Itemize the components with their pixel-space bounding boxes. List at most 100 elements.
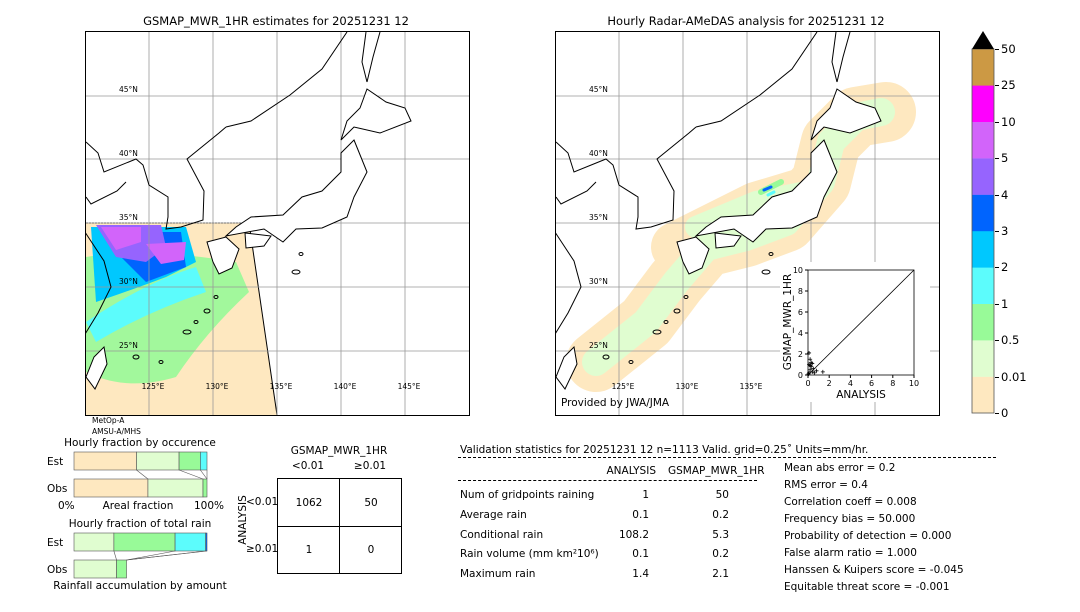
areal-fraction-label: Areal fraction <box>102 500 174 512</box>
colorbar-label: 2 <box>1001 260 1009 275</box>
colorbar-tick <box>995 49 999 50</box>
divider <box>458 480 757 481</box>
colorbar-segment <box>972 158 994 195</box>
y-tick-label: 0 <box>798 371 803 380</box>
colorbar-extend-arrow <box>972 31 994 49</box>
colorbar-label: 10 <box>1001 114 1016 129</box>
fraction-segment <box>73 478 149 498</box>
connector-line <box>178 469 204 480</box>
colorbar-segment <box>972 340 994 377</box>
cell-hit-none: 1062 <box>295 497 323 509</box>
stat-gsmap-value: 50 <box>715 489 729 501</box>
connector-line <box>126 550 208 561</box>
scatter-point <box>820 369 825 374</box>
right-map <box>555 31 940 416</box>
colorbar-tick <box>995 121 999 123</box>
colorbar-label: 5 <box>1001 151 1009 166</box>
connector-line <box>200 469 208 480</box>
y-tick-label: 4 <box>798 329 803 338</box>
stat-analysis-value: 1 <box>642 489 649 501</box>
scatter-inset: 0 2 4 6 8 10 0 2 4 6 8 10 <box>780 262 930 402</box>
colorbar-label: 25 <box>1001 78 1016 93</box>
tick-0pct: 0% <box>58 500 75 512</box>
total-rain-bars <box>73 532 208 579</box>
colorbar-segment <box>972 267 994 304</box>
satellite-label: MetOp-A <box>92 416 125 425</box>
colorbar-tick <box>995 267 999 269</box>
est-label: Est <box>47 537 64 549</box>
stat-row-label: Maximum rain <box>460 568 536 580</box>
lon-label: 130°E <box>205 382 229 391</box>
scatter-point <box>808 357 813 362</box>
obs-label: Obs <box>47 483 68 495</box>
stat-analysis-value: 0.1 <box>632 548 649 560</box>
x-tick-label: 4 <box>848 379 853 388</box>
colorbar-segment <box>972 85 994 122</box>
x-tick-label: 6 <box>869 379 874 388</box>
lat-label: 35°N <box>589 213 608 222</box>
colorbar-tick <box>995 376 999 378</box>
lon-label: 125°E <box>141 382 165 391</box>
lon-label: 130°E <box>675 382 699 391</box>
colorbar-tick <box>995 340 999 342</box>
lat-label: 30°N <box>119 277 138 286</box>
lat-label: 25°N <box>119 341 138 350</box>
colorbar-label: 0.01 <box>1001 369 1027 384</box>
row-label: <0.01 <box>246 496 279 508</box>
divider <box>458 457 996 458</box>
lat-label: 40°N <box>589 149 608 158</box>
contingency-title: GSMAP_MWR_1HR <box>290 445 388 457</box>
fraction-segment <box>113 532 176 552</box>
accumulation-label: Rainfall accumulation by amount <box>53 580 227 592</box>
y-tick-label: 8 <box>798 287 803 296</box>
col-header-gsmap: GSMAP_MWR_1HR <box>668 465 765 477</box>
scatter-point <box>810 369 815 374</box>
col-label: ≥0.01 <box>353 460 387 472</box>
lon-label: 135°E <box>739 382 763 391</box>
colorbar-tick <box>995 231 999 232</box>
colorbar-label: 4 <box>1001 187 1009 202</box>
fraction-segment <box>116 559 127 579</box>
stat-gsmap-value: 2.1 <box>712 568 729 580</box>
colorbar-label: 0.5 <box>1001 333 1020 348</box>
colorbar-segment <box>972 231 994 268</box>
fraction-segment <box>200 451 208 471</box>
est-label: Est <box>47 456 64 468</box>
score-line: False alarm ratio = 1.000 <box>784 547 917 559</box>
total-rain-title: Hourly fraction of total rain <box>68 518 212 530</box>
cell-hit: 0 <box>367 544 375 556</box>
lat-label: 40°N <box>119 149 138 158</box>
y-tick-label: 10 <box>793 266 803 275</box>
lon-label: 145°E <box>397 382 421 391</box>
fraction-segment <box>202 478 208 498</box>
right-map-title: Hourly Radar-AMeDAS analysis for 2025123… <box>607 14 885 28</box>
colorbar-label: 3 <box>1001 224 1009 238</box>
colorbar-label: 1 <box>1001 296 1009 311</box>
scatter-point <box>814 368 819 373</box>
stat-analysis-value: 0.1 <box>632 509 649 521</box>
score-line: Frequency bias = 50.000 <box>784 513 916 525</box>
lat-label: 45°N <box>119 85 138 94</box>
scatter-point <box>812 370 817 375</box>
stats-title: Validation statistics for 20251231 12 n=… <box>460 444 869 456</box>
y-tick-label: 6 <box>798 308 803 317</box>
lat-label: 30°N <box>589 277 608 286</box>
lat-label: 45°N <box>589 85 608 94</box>
colorbar-tick <box>995 194 999 196</box>
colorbar-tick <box>995 413 999 414</box>
score-line: RMS error = 0.4 <box>784 479 868 491</box>
x-tick-label: 2 <box>827 379 832 388</box>
score-line: Correlation coeff = 0.008 <box>784 496 917 508</box>
sensor-label: AMSU-A/MHS <box>92 427 141 436</box>
scatter-plot: 0 2 4 6 8 10 0 2 4 6 8 10 <box>793 266 919 388</box>
stat-row-label: Conditional rain <box>460 529 544 541</box>
left-map <box>85 31 470 416</box>
fraction-segment <box>205 532 208 552</box>
contingency-table: 1062 50 1 0 <box>277 478 402 574</box>
stat-row-label: Num of gridpoints raining <box>460 489 595 501</box>
lon-label: 135°E <box>269 382 293 391</box>
fraction-segment <box>73 559 117 579</box>
lat-label: 35°N <box>119 213 138 222</box>
score-line: Equitable threat score = -0.001 <box>784 581 950 593</box>
col-header-analysis: ANALYSIS <box>606 465 656 477</box>
